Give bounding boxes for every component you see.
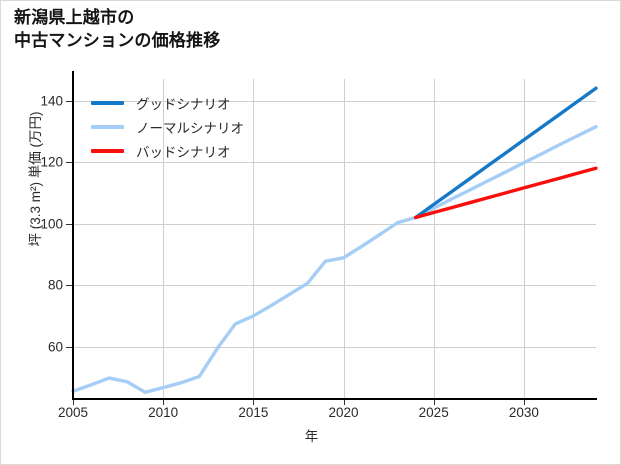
series-line xyxy=(71,124,598,394)
legend-item-label: ノーマルシナリオ xyxy=(136,121,244,136)
legend-color-swatch xyxy=(91,125,124,129)
gridline-horizontal xyxy=(73,100,596,102)
x-tick-mark xyxy=(343,400,345,405)
x-tick-mark xyxy=(163,400,165,405)
x-tick-mark xyxy=(433,400,435,405)
y-tick-mark xyxy=(66,162,72,164)
y-tick-label: 140 xyxy=(40,93,63,109)
y-tick-mark xyxy=(66,285,72,287)
y-tick-label: 100 xyxy=(40,216,63,232)
y-tick-mark xyxy=(66,223,72,225)
x-tick-label: 2015 xyxy=(238,405,269,420)
gridline-vertical xyxy=(343,79,345,399)
x-tick-mark xyxy=(523,400,525,405)
y-axis-spine xyxy=(72,71,74,400)
x-axis-spine xyxy=(72,398,597,400)
x-tick-label: 2020 xyxy=(328,405,359,420)
x-tick-mark xyxy=(73,400,74,405)
y-tick-label: 120 xyxy=(40,154,63,170)
gridline-vertical xyxy=(433,79,435,399)
y-tick-mark xyxy=(66,346,72,348)
gridline-vertical xyxy=(253,79,255,399)
legend-item[interactable]: ノーマルシナリオ xyxy=(91,115,301,139)
gridline-vertical xyxy=(163,79,165,399)
legend-item-label: グッドシナリオ xyxy=(136,97,231,112)
gridline-vertical xyxy=(523,79,525,399)
x-tick-label: 2030 xyxy=(508,405,539,420)
series-line xyxy=(413,166,598,220)
chart-legend: グッドシナリオ ノーマルシナリオ バッドシナリオ xyxy=(91,91,301,163)
y-tick-label: 60 xyxy=(47,339,63,355)
x-tick-label: 2010 xyxy=(148,405,179,420)
legend-item[interactable]: グッドシナリオ xyxy=(91,91,301,115)
gridline-horizontal xyxy=(73,223,596,225)
x-tick-label: 2005 xyxy=(57,405,89,420)
y-tick-label: 80 xyxy=(47,277,63,293)
legend-item-label: バッドシナリオ xyxy=(136,145,231,160)
legend-item[interactable]: バッドシナリオ xyxy=(91,139,301,163)
legend-color-swatch xyxy=(91,101,124,105)
series-lines xyxy=(71,86,598,394)
series-line xyxy=(413,86,598,220)
y-tick-mark xyxy=(66,100,72,102)
x-axis-label: 年 xyxy=(304,429,319,444)
x-tick-label: 2025 xyxy=(418,405,449,420)
x-tick-mark xyxy=(253,400,255,405)
y-axis-label: 坪 (3.3 m²) 単価 (万円) xyxy=(28,111,43,247)
chart-title: 新潟県上越市の 中古マンションの価格推移 xyxy=(14,8,221,50)
gridline-horizontal xyxy=(73,346,596,348)
legend-color-swatch xyxy=(91,149,124,153)
plot-area xyxy=(71,79,598,399)
gridline-horizontal xyxy=(73,162,596,164)
gridline-horizontal xyxy=(73,285,596,287)
